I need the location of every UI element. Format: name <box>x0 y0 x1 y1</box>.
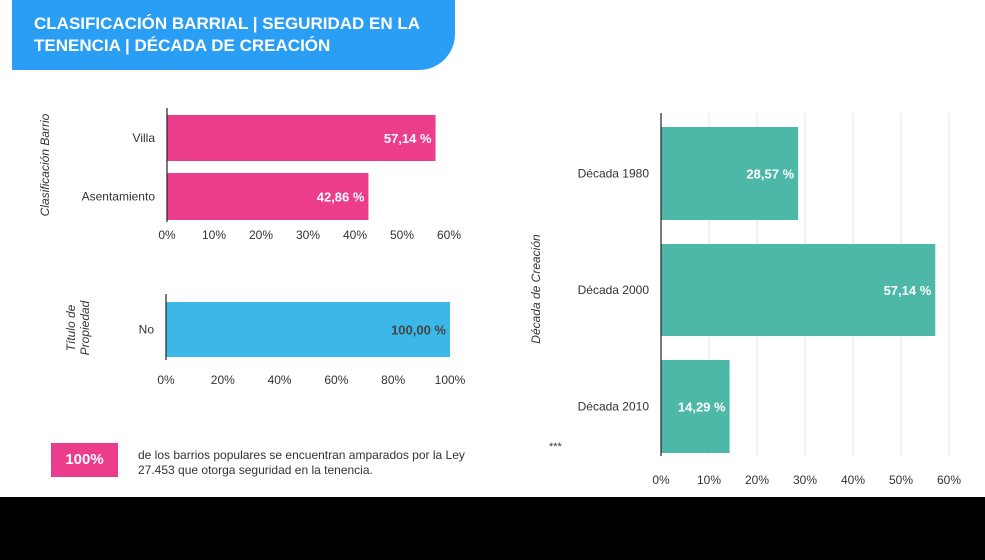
chart1-axis-title: Clasificación Barrio <box>38 113 52 217</box>
chart3-data-label: 57,14 % <box>884 283 932 298</box>
chart3-bar <box>661 127 799 220</box>
footer-text: de los barrios populares se encuentran a… <box>138 448 465 477</box>
chart2-data-label: 100,00 % <box>391 323 446 338</box>
chart1-data-label: 42,86 % <box>317 190 365 205</box>
chart2-tick-label: 100% <box>435 373 466 387</box>
chart1-category-label: Villa <box>133 131 156 145</box>
charts-canvas: 0% 10% 20% 30% 40% 50% 60% Villa 57,14 % Asentami… <box>82 108 961 487</box>
chart2-tick-label: 0% <box>157 373 175 387</box>
chart2-tick-label: 60% <box>324 373 348 387</box>
chart1-tick-label: 10% <box>202 228 226 242</box>
chart2-tick-label: 20% <box>211 373 235 387</box>
chart1-tick-label: 30% <box>296 228 320 242</box>
percentage-badge: 100% <box>51 443 118 477</box>
bottom-black-band <box>0 497 985 560</box>
chart2-bar <box>166 302 450 357</box>
chart1-category-label: Asentamiento <box>82 190 156 204</box>
chart3-tick-label: 60% <box>937 473 961 487</box>
chart3-tick-label: 10% <box>697 473 721 487</box>
chart3-category-label: Década 2010 <box>578 400 650 414</box>
header-banner: CLASIFICACIÓN BARRIAL | SEGURIDAD EN LA … <box>12 0 455 70</box>
chart1-tick-label: 40% <box>343 228 367 242</box>
chart1-bar <box>167 115 436 161</box>
chart1-tick-label: 20% <box>249 228 273 242</box>
chart2-tick-label: 80% <box>381 373 405 387</box>
chart3-axis-title: Década de Creación <box>529 234 543 344</box>
footnote-marker: *** <box>549 441 562 453</box>
chart3-data-label: 14,29 % <box>678 400 726 415</box>
chart1-tick-label: 0% <box>158 228 176 242</box>
chart1-tick-label: 50% <box>390 228 414 242</box>
chart3-tick-label: 40% <box>841 473 865 487</box>
page-title: CLASIFICACIÓN BARRIAL | SEGURIDAD EN LA … <box>34 14 420 55</box>
chart2-axis-title: Título de Propiedad <box>64 300 92 356</box>
chart1-bar <box>167 173 369 220</box>
chart2-category-label: No <box>139 323 155 337</box>
chart3-bar <box>661 360 730 453</box>
chart1-data-label: 57,14 % <box>384 131 432 146</box>
chart3-category-label: Década 1980 <box>578 167 650 181</box>
chart3-data-label: 28,57 % <box>746 167 794 182</box>
chart3-tick-label: 0% <box>652 473 670 487</box>
chart3-category-label: Década 2000 <box>578 283 650 297</box>
chart2-tick-label: 40% <box>268 373 292 387</box>
chart1-tick-label: 60% <box>437 228 461 242</box>
chart3-tick-label: 20% <box>745 473 769 487</box>
chart3-tick-label: 50% <box>889 473 913 487</box>
chart3-bar <box>661 244 936 336</box>
chart3-tick-label: 30% <box>793 473 817 487</box>
